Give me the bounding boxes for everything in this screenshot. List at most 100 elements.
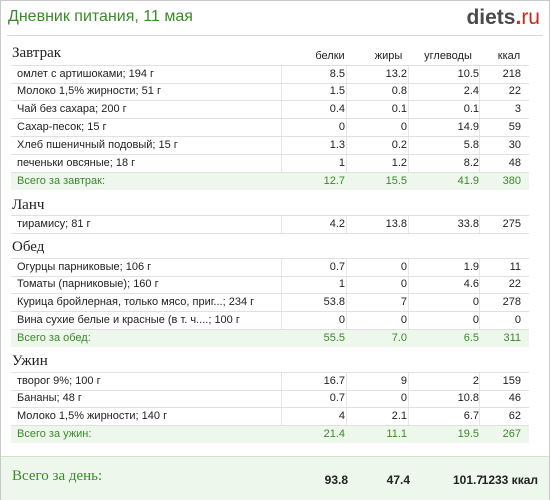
protein-value: 1.3 (329, 139, 345, 151)
table-row: печеньки овсяные; 18 г 1 1.2 8.2 48 (11, 155, 529, 173)
carbs-value: 0 (472, 296, 479, 308)
carbs-value: 8.2 (463, 157, 479, 169)
kcal-value: 0 (514, 314, 521, 326)
title-divider (7, 35, 543, 36)
fat-value: 13.8 (385, 218, 407, 230)
fat-total: 11.1 (386, 428, 407, 440)
food-name: печеньки овсяные; 18 г (17, 157, 136, 169)
column-carbs: углеводы (424, 50, 472, 62)
food-name: Сахар-песок; 15 г (17, 121, 107, 133)
protein-value: 0 (338, 121, 345, 133)
day-carbs-total: 101.7 (452, 473, 483, 487)
kcal-value: 46 (508, 392, 521, 404)
kcal-value: 159 (502, 375, 521, 387)
food-name: Чай без сахара; 200 г (17, 103, 127, 115)
fat-value: 13.2 (385, 68, 407, 80)
fat-value: 0 (400, 261, 407, 273)
day-kcal-total: 1233 ккал (481, 473, 538, 487)
food-name: Вина сухие белые и красные (в т. ч....; … (17, 314, 240, 326)
kcal-value: 22 (508, 85, 521, 97)
day-total-label: Всего за день: (12, 468, 103, 484)
kcal-value: 11 (509, 261, 521, 273)
kcal-total: 380 (502, 175, 521, 187)
column-kcal: ккал (497, 50, 521, 62)
fat-value: 0.1 (391, 103, 407, 115)
protein-value: 16.7 (323, 375, 345, 387)
page-title: Дневник питания, 11 мая (8, 8, 193, 25)
protein-total: 21.4 (323, 428, 345, 440)
protein-value: 0.7 (329, 261, 345, 273)
protein-value: 0.4 (329, 103, 345, 115)
kcal-value: 30 (508, 139, 521, 151)
fat-value: 7 (400, 296, 407, 308)
fat-value: 0 (400, 314, 407, 326)
logo-dot: . (515, 6, 522, 29)
table-row: Курица бройлерная, только мясо, приг...;… (11, 294, 529, 312)
fat-value: 9 (400, 375, 407, 387)
table-row: Томаты (парниковые); 160 г 1 0 4.6 22 (11, 276, 529, 294)
kcal-value: 275 (502, 218, 521, 230)
table-row: Молоко 1,5% жирности; 140 г 4 2.1 6.7 62 (11, 408, 529, 426)
carbs-value: 33.8 (457, 218, 479, 230)
protein-value: 4.2 (329, 218, 345, 230)
carbs-value: 1.9 (463, 261, 479, 273)
logo-tld: ru (521, 6, 540, 29)
day-fat-total: 47.4 (386, 473, 410, 487)
kcal-value: 59 (508, 121, 521, 133)
protein-total: 55.5 (323, 332, 345, 344)
food-name: омлет с артишоками; 194 г (17, 68, 155, 80)
protein-value: 1 (338, 278, 345, 290)
carbs-value: 14.9 (457, 121, 479, 133)
carbs-value: 4.6 (463, 278, 479, 290)
carbs-value: 10.8 (457, 392, 479, 404)
table-row: Хлеб пшеничный подовый; 15 г 1.3 0.2 5.8… (11, 137, 529, 155)
fat-value: 0 (400, 392, 407, 404)
carbs-value: 2.4 (463, 85, 479, 97)
table-row: Чай без сахара; 200 г 0.4 0.1 0.1 3 (11, 101, 529, 119)
carbs-value: 6.7 (463, 410, 479, 422)
protein-value: 1.5 (329, 85, 345, 97)
kcal-total: 267 (502, 428, 521, 440)
fat-value: 0 (400, 278, 407, 290)
kcal-value: 3 (514, 103, 521, 115)
meal-title-supper: Ужин (12, 353, 48, 369)
logo-name: diets (466, 6, 516, 29)
protein-value: 0.7 (329, 392, 345, 404)
site-logo[interactable]: diets.ru (466, 6, 540, 30)
food-name: Хлеб пшеничный подовый; 15 г (17, 139, 178, 151)
kcal-value: 218 (502, 68, 521, 80)
table-row: творог 9%; 100 г 16.7 9 2 159 (11, 372, 529, 391)
table-row: Вина сухие белые и красные (в т. ч....; … (11, 312, 529, 330)
carbs-value: 0 (472, 314, 479, 326)
food-name: Молоко 1,5% жирности; 140 г (17, 410, 168, 422)
total-label: Всего за обед: (17, 332, 91, 344)
fat-value: 0 (400, 121, 407, 133)
table-row: Огурцы парниковые; 106 г 0.7 0 1.9 11 (11, 258, 529, 277)
protein-total: 12.7 (323, 175, 345, 187)
kcal-value: 22 (508, 278, 521, 290)
carbs-value: 0.1 (463, 103, 479, 115)
fat-value: 1.2 (391, 157, 407, 169)
protein-value: 53.8 (323, 296, 345, 308)
meal-title-dinner: Обед (12, 239, 45, 255)
meal-total-row: Всего за обед: 55.5 7.0 6.5 311 (11, 330, 529, 347)
carbs-total: 41.9 (457, 175, 479, 187)
fat-total: 7.0 (391, 332, 407, 344)
table-row: Сахар-песок; 15 г 0 0 14.9 59 (11, 119, 529, 137)
day-total-bar: Всего за день: 93.8 47.4 101.7 1233 ккал (1, 456, 549, 500)
food-name: творог 9%; 100 г (17, 375, 101, 387)
food-name: Огурцы парниковые; 106 г (17, 261, 152, 273)
food-name: Томаты (парниковые); 160 г (17, 278, 159, 290)
kcal-value: 278 (502, 296, 521, 308)
total-label: Всего за завтрак: (17, 175, 106, 187)
total-label: Всего за ужин: (17, 428, 92, 440)
fat-value: 0.2 (391, 139, 407, 151)
fat-value: 0.8 (391, 85, 407, 97)
protein-value: 8.5 (329, 68, 345, 80)
protein-value: 1 (338, 157, 345, 169)
carbs-value: 2 (472, 375, 479, 387)
carbs-total: 19.5 (457, 428, 479, 440)
meal-title-lunch: Ланч (12, 197, 45, 213)
table-row: Молоко 1,5% жирности; 51 г 1.5 0.8 2.4 2… (11, 83, 529, 101)
